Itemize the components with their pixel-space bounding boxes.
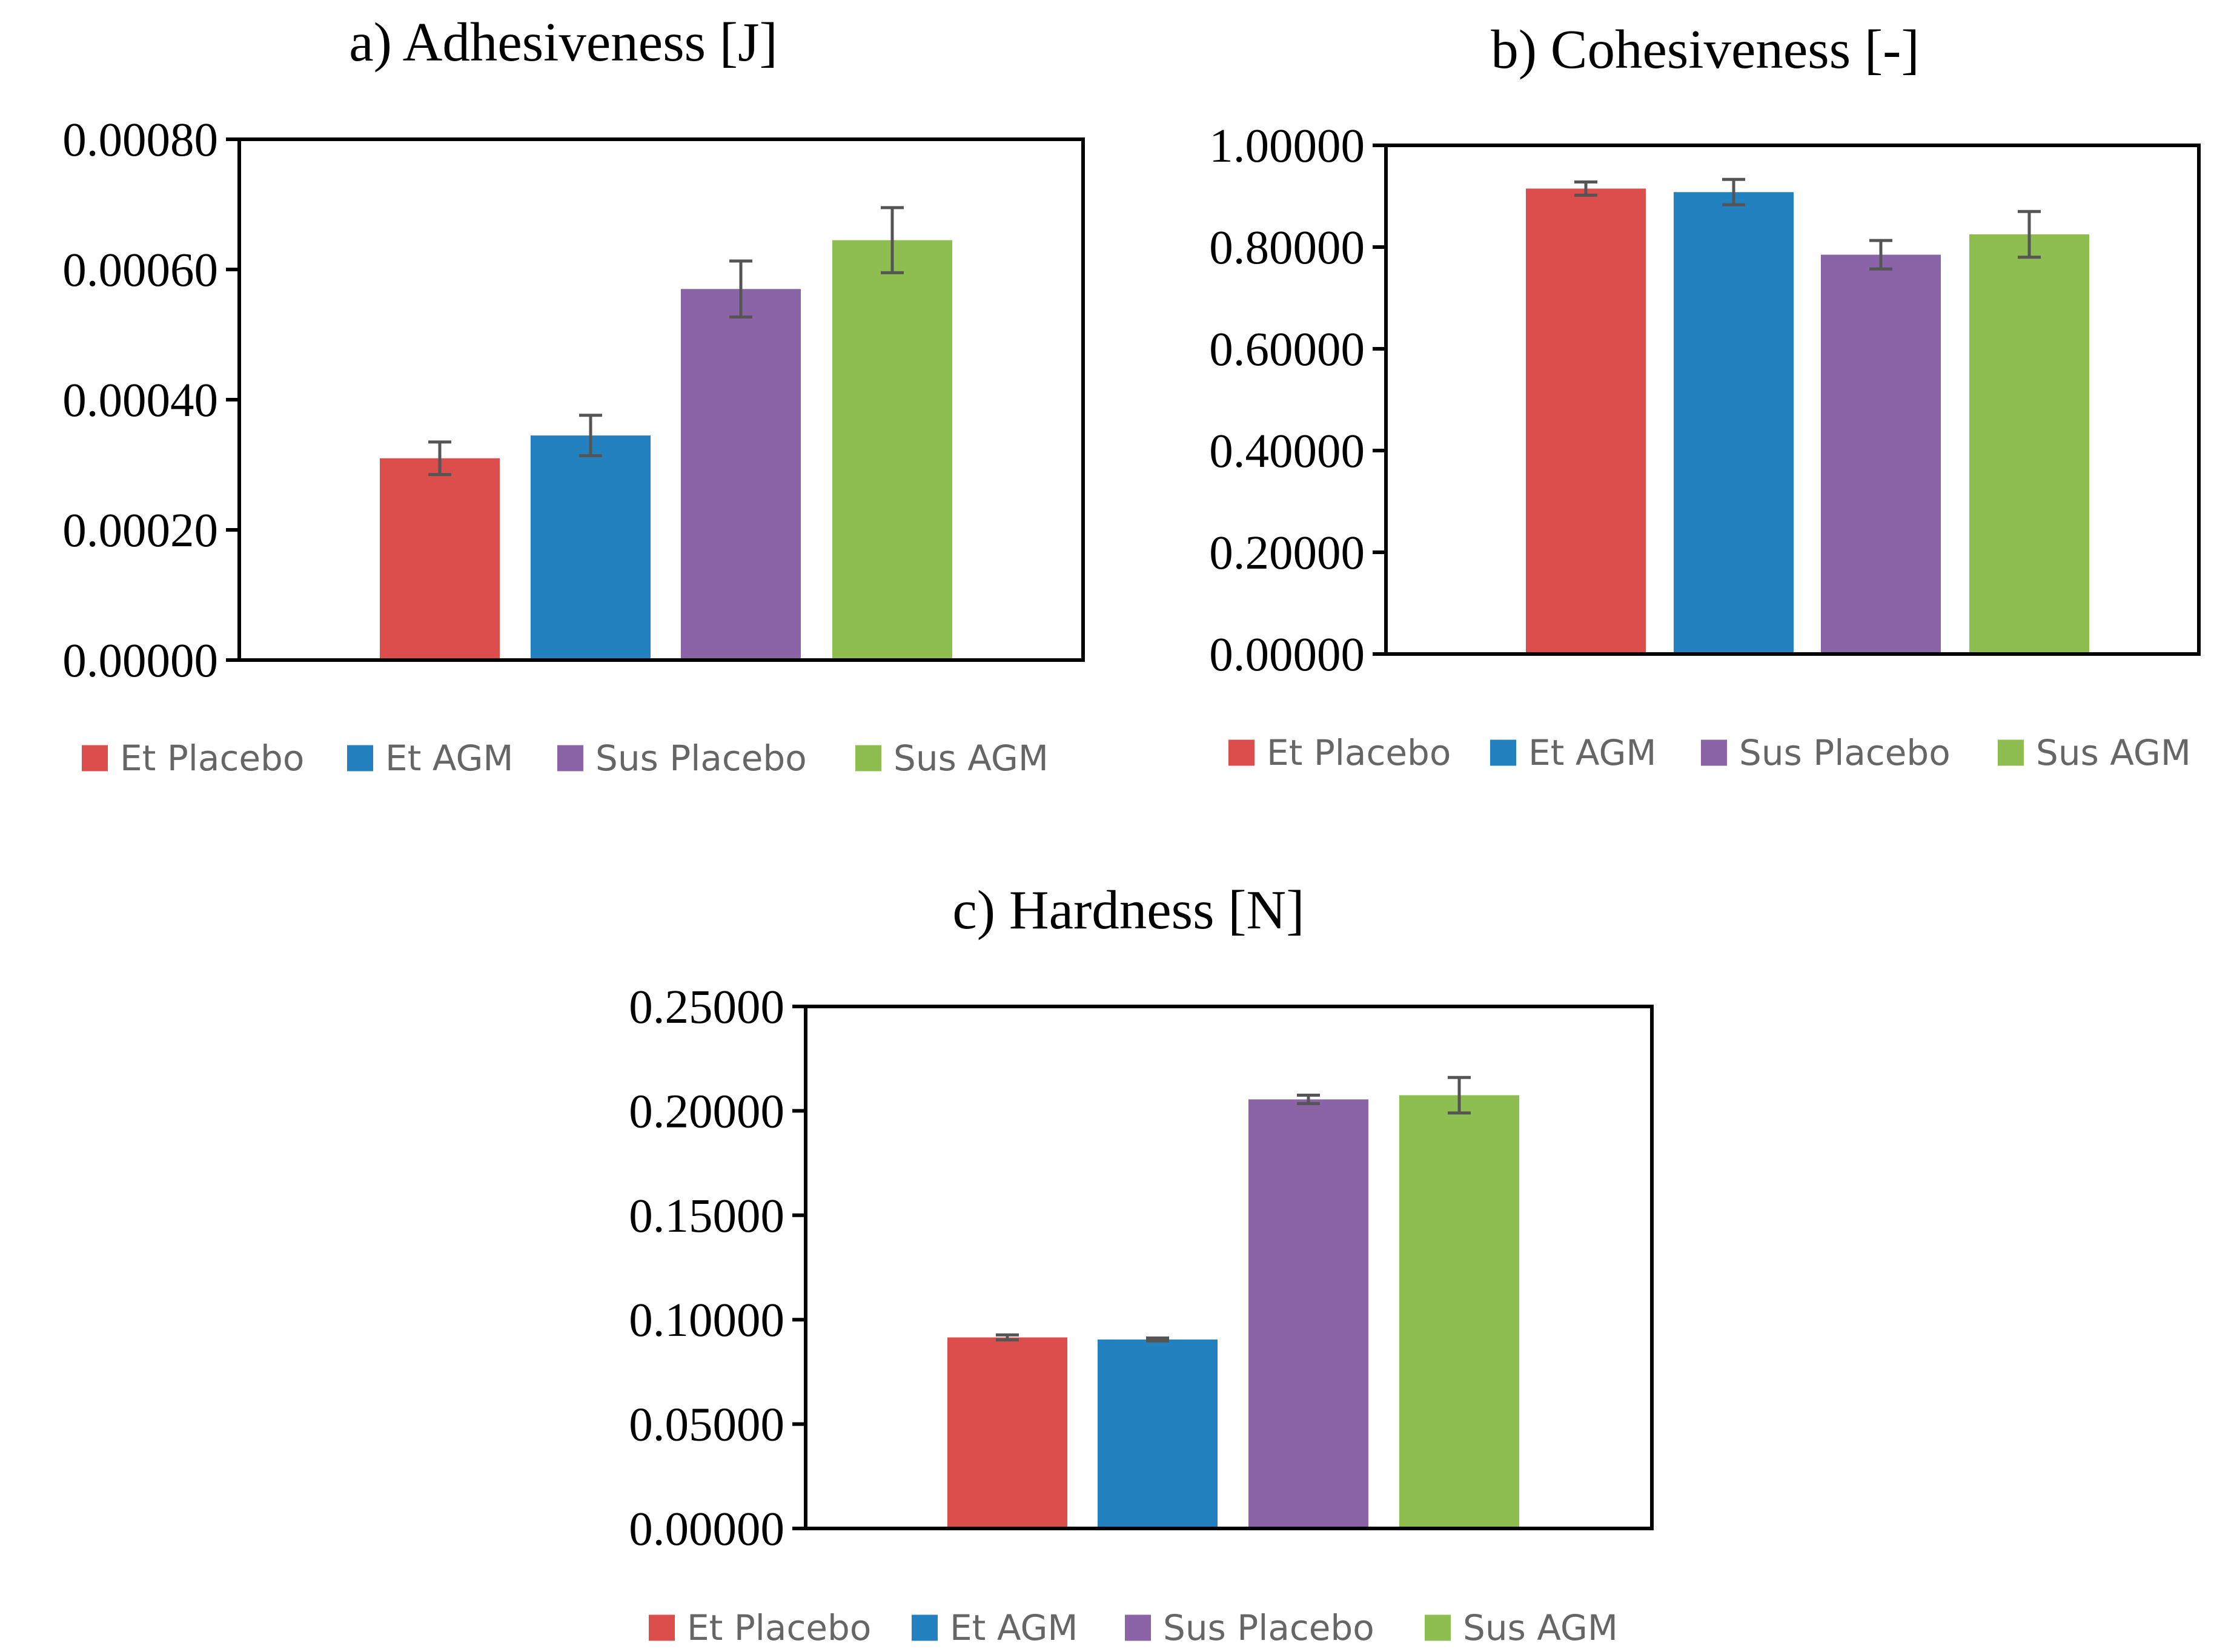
error-bar (2018, 210, 2041, 259)
chart-adhesiveness: a) Adhesiveness [J] 0.00000 0.00020 0.00040… (62, 12, 1085, 779)
bar-et-placebo (947, 1337, 1067, 1528)
legend-label: Sus AGM (893, 738, 1049, 779)
bar-sus-placebo (1821, 254, 1941, 655)
legend: Et Placebo Et AGM Sus Placebo Sus AGM (82, 738, 1049, 779)
legend: Et Placebo Et AGM Sus Placebo Sus AGM (649, 1607, 1618, 1648)
chart-hardness: c) Hardness [N] 0.00000 0.05000 0.10000 0.15… (629, 879, 1654, 1648)
plot-area-border (804, 1005, 1654, 1530)
legend-swatch (1490, 739, 1516, 766)
bar-sus-placebo (681, 289, 801, 660)
legend-label: Sus AGM (1463, 1607, 1618, 1648)
y-tick-label: 0.00000 (629, 1503, 784, 1556)
legend: Et Placebo Et AGM Sus Placebo Sus AGM (1228, 732, 2191, 773)
legend-swatch (1125, 1614, 1151, 1641)
bar-sus-agm (1969, 234, 2089, 654)
y-tick-label: 0.20000 (629, 1085, 784, 1138)
error-bar (1574, 180, 1597, 197)
y-tick-label: 0.10000 (629, 1294, 784, 1347)
bar-sus-agm (832, 240, 952, 660)
legend-label: Sus AGM (2036, 732, 2191, 773)
y-tick-label: 0.00060 (62, 244, 218, 297)
legend-label: Sus Placebo (595, 738, 807, 779)
error-bar (1722, 177, 1745, 206)
bar-sus-placebo (1248, 1099, 1368, 1528)
y-tick-label: 0.60000 (1209, 323, 1365, 376)
y-tick-label: 0.05000 (629, 1399, 784, 1452)
legend-label: Et AGM (385, 738, 513, 779)
error-bar (1146, 1336, 1169, 1343)
y-tick-label: 0.00020 (62, 504, 218, 557)
legend-label: Et Placebo (1267, 732, 1451, 773)
y-tick-label: 1.00000 (1209, 120, 1365, 173)
legend-swatch (557, 745, 583, 771)
legend-swatch (912, 1614, 938, 1641)
legend-label: Et AGM (1528, 732, 1656, 773)
legend-swatch (855, 745, 881, 771)
legend-swatch (347, 745, 373, 771)
bar-et-agm (1674, 192, 1794, 654)
legend-swatch (649, 1614, 675, 1641)
legend-label: Sus Placebo (1739, 732, 1951, 773)
legend-label: Et AGM (950, 1607, 1078, 1648)
y-tick-label: 0.00040 (62, 374, 218, 427)
error-bar (729, 259, 752, 319)
bar-et-placebo (1526, 188, 1646, 654)
error-bar (881, 206, 904, 274)
bar-sus-agm (1399, 1095, 1519, 1528)
error-bar (1448, 1075, 1471, 1115)
legend-swatch (1425, 1614, 1451, 1641)
chart-title: a) Adhesiveness [J] (349, 12, 778, 73)
bar-et-agm (1098, 1339, 1218, 1528)
error-bar (579, 414, 602, 457)
error-bar (996, 1333, 1019, 1342)
y-tick-label: 0.00080 (62, 114, 218, 167)
legend-label: Et Placebo (120, 738, 304, 779)
y-tick-label: 0.20000 (1209, 527, 1365, 580)
chart-title: b) Cohesiveness [-] (1491, 19, 1920, 80)
y-tick-label: 0.00000 (1209, 629, 1365, 681)
legend-label: Sus Placebo (1163, 1607, 1374, 1648)
plot-area-border (1384, 144, 2201, 656)
error-bar (428, 440, 451, 477)
legend-swatch (1228, 739, 1255, 766)
y-tick-label: 0.80000 (1209, 222, 1365, 274)
legend-swatch (1701, 739, 1727, 766)
y-tick-label: 0.15000 (629, 1190, 784, 1243)
legend-label: Et Placebo (687, 1607, 871, 1648)
legend-swatch (1998, 739, 2024, 766)
bar-et-agm (531, 435, 651, 660)
y-tick-label: 0.00000 (62, 635, 218, 687)
bar-et-placebo (380, 458, 500, 660)
plot-area-border (237, 137, 1085, 662)
legend-swatch (82, 745, 108, 771)
chart-title: c) Hardness [N] (952, 879, 1304, 940)
y-tick-label: 0.25000 (629, 981, 784, 1034)
y-tick-label: 0.40000 (1209, 425, 1365, 478)
error-bar (1869, 239, 1892, 271)
chart-cohesiveness: b) Cohesiveness [-] 0.00000 0.20000 0.40000… (1209, 19, 2201, 773)
error-bar (1297, 1094, 1320, 1105)
